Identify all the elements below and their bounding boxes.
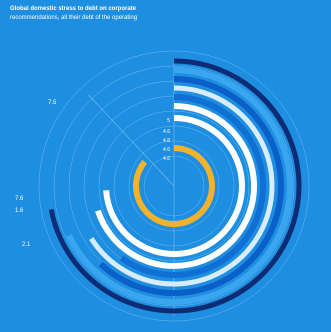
radial-bar-1: [66, 67, 293, 305]
center-tick-label-3: 4.6: [163, 147, 170, 153]
chart-labels: 5 4.6 4.8 4.6 4.6 7.5 7.6 1.6 2.1: [15, 100, 170, 248]
chart-title: Global domestic stress to debt on corpor…: [10, 6, 137, 12]
radial-bar-4: [119, 94, 267, 278]
side-label-3: 2.1: [22, 242, 31, 248]
side-label-1: 7.6: [15, 196, 24, 202]
guide-line: [88, 94, 175, 187]
side-label-2: 1.6: [15, 208, 24, 214]
radial-bar-5: [95, 103, 257, 269]
chart-subtitle: recommendations, all their debt of the o…: [10, 15, 138, 21]
radial-bar-7: [133, 145, 215, 227]
radial-bar-3: [89, 85, 275, 287]
chart-bars: [48, 58, 302, 314]
center-tick-label-1: 4.6: [163, 129, 170, 135]
radial-bar-2: [98, 76, 284, 296]
center-tick-label-0: 5: [167, 118, 170, 124]
side-label-0: 7.5: [48, 100, 57, 106]
center-tick-label-4: 4.6: [163, 156, 170, 162]
radial-bar-6: [103, 115, 245, 257]
grid-ring-7: [38, 50, 310, 322]
radial-bar-0: [48, 58, 302, 314]
chart-grid: [38, 50, 310, 322]
center-tick-label-2: 4.8: [163, 138, 170, 144]
